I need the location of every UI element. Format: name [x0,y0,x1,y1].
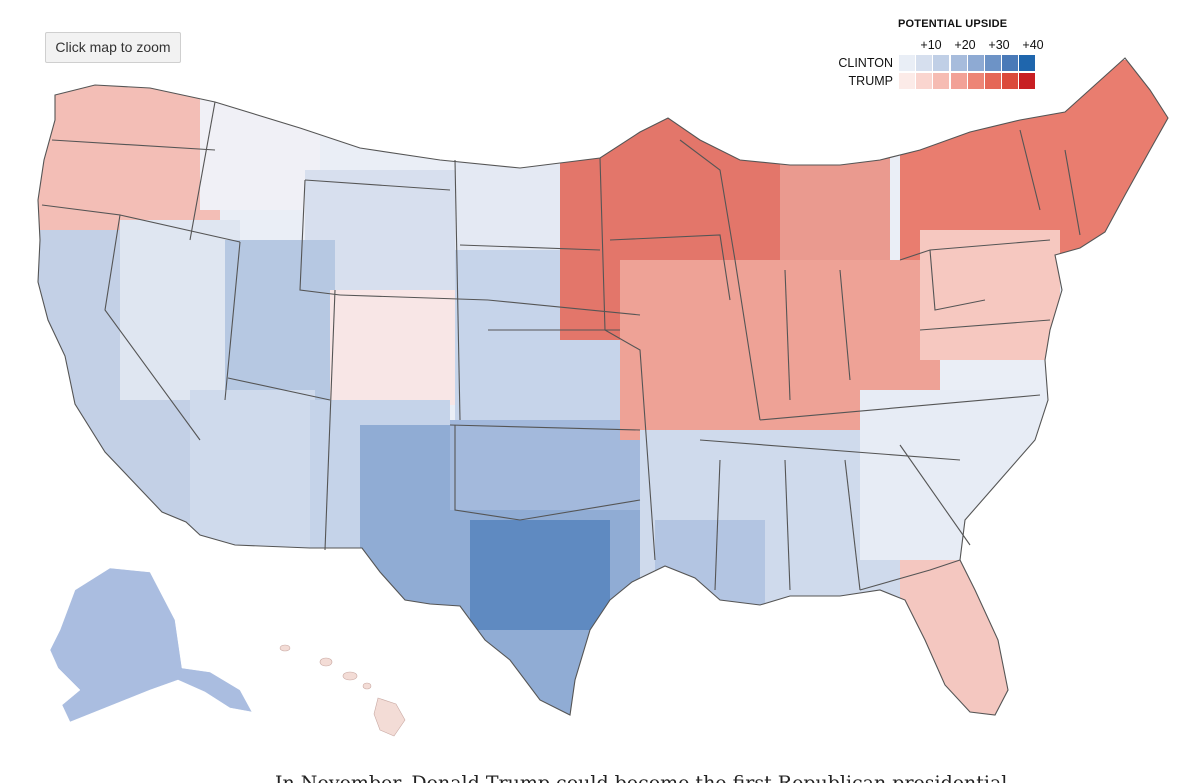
region-arizona [190,390,315,550]
legend-swatch [967,55,984,71]
us-county-map[interactable] [0,0,1200,760]
legend-tick: +40 [1022,38,1044,52]
region-nevada [120,220,240,400]
state-borders [37,57,1169,716]
legend-swatch [950,55,967,71]
legend-swatch [916,73,933,89]
legend-scale-trump [899,73,1037,89]
legend-label-clinton: CLINTON [838,56,893,70]
legend-tick: +30 [988,38,1010,52]
legend-swatch [933,73,950,89]
region-louisiana [655,520,765,620]
legend-swatch [1019,55,1036,71]
legend-tick: +10 [920,38,942,52]
region-northern-rockies [200,60,320,210]
region-utah [225,240,335,400]
legend-swatch [899,55,915,71]
legend-tick: +20 [954,38,976,52]
region-texas-gulf [470,520,610,630]
region-oklahoma [450,420,650,510]
legend-swatch [1019,73,1036,89]
legend-swatch [916,55,933,71]
article-first-line: In November, Donald Trump could become t… [275,772,1008,783]
legend-scale-clinton [899,55,1037,71]
legend: POTENTIAL UPSIDE +10 +20 +30 +40 CLINTON… [820,14,1070,96]
legend-swatch [899,73,915,89]
legend-swatch [933,55,950,71]
legend-label-trump: TRUMP [848,74,893,88]
hawaii-islands [279,644,406,737]
legend-swatch [967,73,984,89]
legend-swatch [950,73,967,89]
region-southeast-coast [860,390,1050,560]
legend-swatch [1002,55,1019,71]
legend-title: POTENTIAL UPSIDE [898,18,1008,30]
region-florida [900,560,1020,715]
legend-swatch [984,73,1001,89]
legend-swatch [984,55,1001,71]
alaska-shape [49,567,253,723]
legend-swatch [1002,73,1019,89]
click-to-zoom-button[interactable]: Click map to zoom [45,32,181,63]
region-mid-atlantic [920,230,1060,360]
